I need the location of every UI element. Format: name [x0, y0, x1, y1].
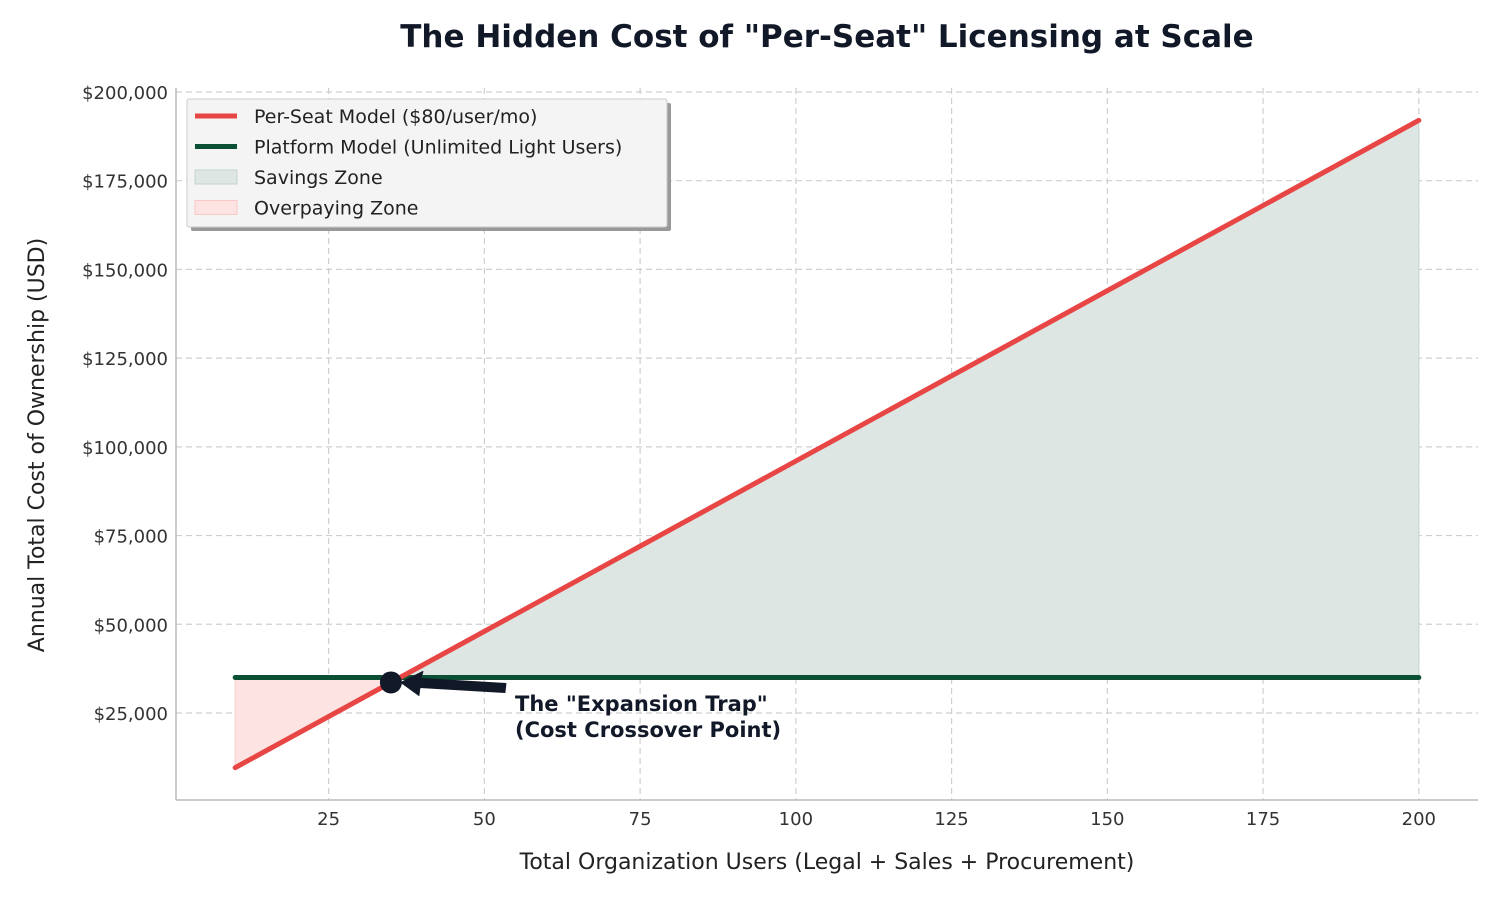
x-tick-label: 25: [317, 809, 340, 830]
crossover-point-marker: [379, 671, 402, 694]
y-axis-label: Annual Total Cost of Ownership (USD): [25, 238, 50, 652]
y-tick-label: $125,000: [82, 349, 168, 370]
chart-title: The Hidden Cost of "Per-Seat" Licensing …: [400, 19, 1253, 55]
x-tick-label: 175: [1246, 809, 1280, 830]
legend-box: [186, 98, 668, 228]
legend-item-savings-zone-swatch: [194, 169, 238, 185]
legend-item-overpaying-zone-swatch: [194, 200, 238, 215]
x-tick-label: 50: [473, 809, 496, 830]
y-tick-label: $150,000: [82, 260, 168, 281]
y-tick-label: $50,000: [94, 615, 168, 636]
legend-item-savings-zone-label: Savings Zone: [254, 167, 383, 189]
per-seat-model-line: [232, 117, 1422, 771]
y-tick-label: $25,000: [94, 704, 168, 725]
x-tick-label: 100: [779, 809, 813, 830]
x-tick-label: 150: [1090, 809, 1124, 830]
legend-item-platform-label: Platform Model (Unlimited Light Users): [254, 137, 622, 159]
legend-item-overpaying-zone-label: Overpaying Zone: [254, 198, 418, 220]
annotation-arrow: [400, 670, 507, 696]
annotation-text-line2: (Cost Crossover Point): [515, 718, 781, 742]
x-tick-label: 125: [934, 809, 968, 830]
x-axis-label: Total Organization Users (Legal + Sales …: [519, 850, 1135, 875]
annotation-text-line1: The "Expansion Trap": [515, 692, 768, 716]
y-tick-label: $175,000: [82, 172, 168, 193]
y-tick-label: $100,000: [82, 438, 168, 459]
legend-item-per-seat-label: Per-Seat Model ($80/user/mo): [254, 106, 537, 128]
x-tick-label: 200: [1402, 809, 1436, 830]
x-tick-label: 75: [629, 809, 652, 830]
y-tick-label: $200,000: [82, 83, 168, 104]
y-tick-label: $75,000: [94, 527, 168, 548]
